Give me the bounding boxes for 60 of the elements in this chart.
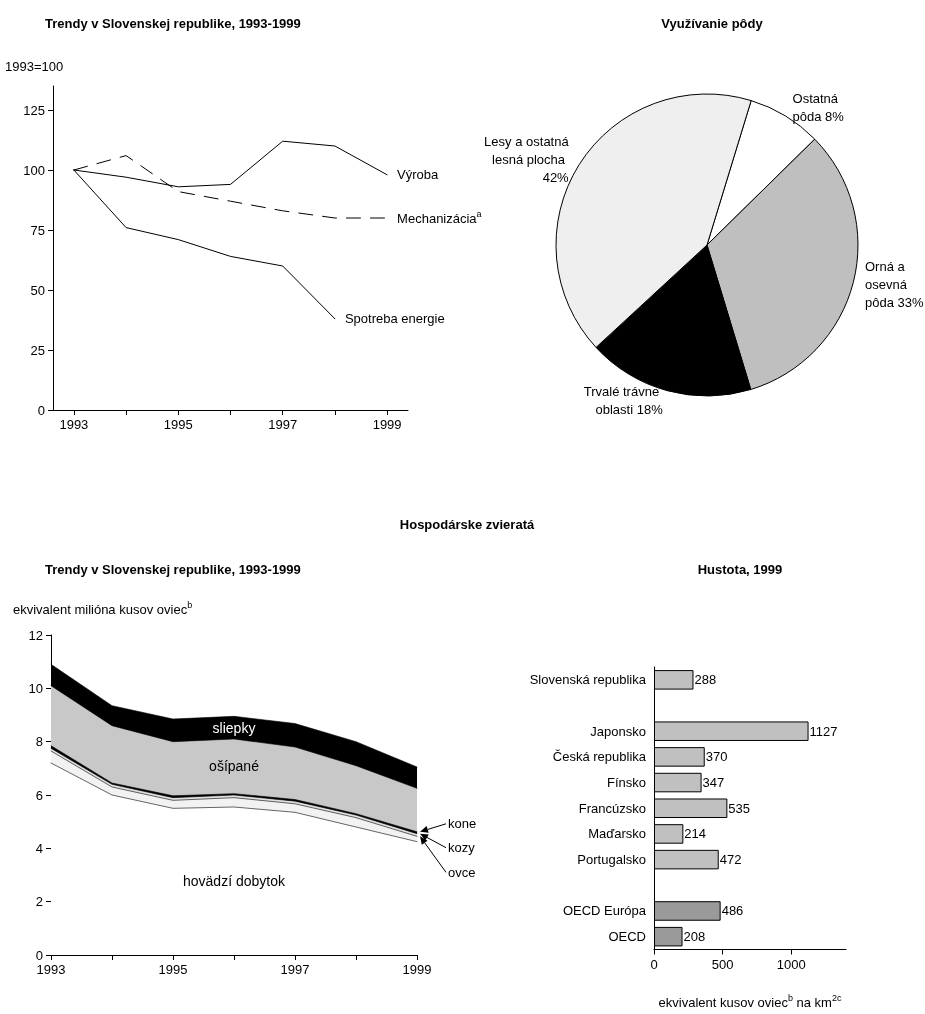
data-label: 472 bbox=[719, 852, 742, 868]
y-tick-label: 50 bbox=[30, 282, 45, 298]
x-tick-label: 1999 bbox=[372, 417, 402, 432]
data-label: 208 bbox=[683, 929, 706, 945]
x-tick-label: 1999 bbox=[402, 962, 432, 977]
y-tick-label: Česká republika bbox=[552, 749, 647, 765]
x-tick-label: 1993 bbox=[36, 962, 66, 977]
y-tick-label: 4 bbox=[35, 840, 43, 856]
chart-title: Trendy v Slovenskej republike, 1993-1999 bbox=[45, 562, 301, 577]
text: ovce bbox=[448, 864, 476, 880]
y-tick-label: 8 bbox=[35, 734, 43, 750]
data-label: 1127 bbox=[809, 723, 838, 739]
data-label: 214 bbox=[684, 826, 707, 842]
chart-title: Využívanie pôdy bbox=[661, 16, 764, 31]
series-label: sliepky bbox=[212, 719, 256, 736]
y-tick-label: Japonsko bbox=[590, 723, 646, 739]
text: Hospodárske zvieratá bbox=[399, 517, 535, 532]
y-tick-label: 10 bbox=[28, 680, 43, 696]
data-label: 370 bbox=[705, 749, 728, 765]
y-tick-label: 100 bbox=[23, 162, 45, 178]
y-tick-label: 12 bbox=[28, 627, 43, 643]
y-tick-label: Slovenská republika bbox=[529, 672, 647, 688]
data-label: 486 bbox=[721, 903, 744, 919]
y-tick-label: 6 bbox=[35, 787, 43, 803]
series-label: hovädzí dobytok bbox=[183, 873, 286, 889]
legend-label: kozy bbox=[448, 840, 476, 856]
chart-title: Trendy v Slovenskej republike, 1993-1999 bbox=[45, 16, 301, 31]
y-tick-label: OECD Európa bbox=[562, 903, 647, 919]
data-label: 347 bbox=[702, 775, 725, 791]
y-tick-label: 125 bbox=[23, 102, 45, 118]
y-tick-label: Maďarsko bbox=[588, 826, 646, 842]
data-label: 42% bbox=[542, 169, 570, 185]
slice-label: Lesy a ostatná lesná plocha bbox=[484, 133, 570, 167]
legend-label: kone bbox=[448, 816, 477, 832]
series-label: ošípané bbox=[209, 758, 260, 775]
y-tick-label: Portugalsko bbox=[577, 852, 646, 868]
y-tick-label: 25 bbox=[30, 342, 45, 358]
slice-label: Trvalé trávne oblasti 18% bbox=[583, 383, 664, 417]
y-tick-label: OECD bbox=[608, 929, 646, 945]
x-tick-label: 1995 bbox=[158, 962, 188, 977]
chart-title: Hustota, 1999 bbox=[697, 562, 783, 577]
x-tick-label: 1997 bbox=[268, 417, 298, 432]
y-tick-label: 0 bbox=[37, 402, 45, 418]
y-axis-title: 1993=100 bbox=[5, 58, 64, 74]
x-tick-label: 500 bbox=[711, 956, 734, 972]
data-label: 288 bbox=[694, 672, 717, 688]
x-tick-label: 1997 bbox=[280, 962, 310, 977]
series-label: Výroba bbox=[397, 167, 440, 183]
slice-label: Ostatná pôda 8% bbox=[792, 90, 845, 124]
y-tick-label: 2 bbox=[35, 894, 43, 910]
y-tick-label: Francúzsko bbox=[578, 800, 646, 816]
slice-label: Orná a osevná pôda 33% bbox=[864, 259, 924, 311]
x-tick-label: 1993 bbox=[59, 417, 89, 432]
y-tick-label: Fínsko bbox=[606, 775, 646, 791]
data-label: 535 bbox=[728, 800, 751, 816]
x-tick-label: 1000 bbox=[776, 956, 806, 972]
y-tick-label: 75 bbox=[30, 222, 45, 238]
series-label: Spotreba energie bbox=[344, 311, 445, 327]
x-tick-label: 1995 bbox=[163, 417, 193, 432]
x-tick-label: 0 bbox=[650, 956, 658, 972]
